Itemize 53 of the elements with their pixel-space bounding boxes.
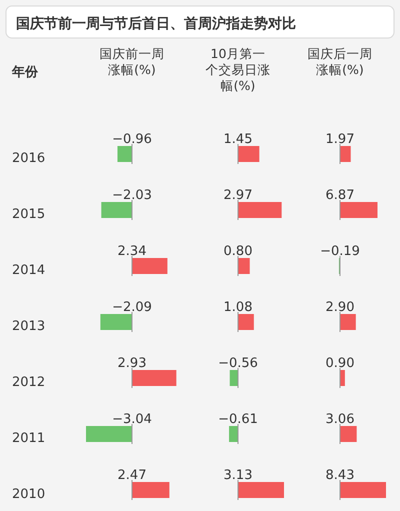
data-label: −0.61 [218,412,258,427]
bar [230,370,238,386]
y-tick-label: 2011 [12,431,46,446]
bar [100,314,132,330]
data-label: −3.04 [112,412,152,427]
data-label: 0.90 [326,356,354,371]
data-label: 2.47 [118,468,146,483]
data-label: 6.87 [326,188,354,203]
bar [238,314,254,330]
bar [238,482,284,498]
y-axis-title: 年份 [11,65,39,80]
data-label: 1.45 [224,132,252,147]
chart-subtitle: 国庆前一周涨幅(%) [100,46,164,77]
y-tick-label: 2012 [12,375,46,390]
bar [229,426,238,442]
data-label: 2.93 [118,356,146,371]
data-label: 8.43 [326,468,354,483]
data-label: −0.96 [112,132,152,147]
bar [238,146,260,162]
bar [132,482,170,498]
chart-subtitle: 国庆后一周涨幅(%) [308,46,372,77]
chart-title: 国庆节前一周与节后首日、首周沪指走势对比 [16,15,296,32]
bar [340,370,345,386]
bar [340,146,351,162]
bar [101,202,132,218]
data-label: 2.34 [118,244,146,259]
bar [238,258,250,274]
data-label: 0.80 [224,244,252,259]
bar [340,426,357,442]
y-tick-label: 2010 [12,487,46,502]
bar [238,202,282,218]
bar [340,314,356,330]
bar [340,202,378,218]
chart-subtitle: 10月第一个交易日涨幅(%) [206,46,270,93]
data-label: 2.90 [326,300,354,315]
data-label: −2.09 [112,300,152,315]
y-tick-label: 2015 [12,207,46,222]
y-tick-label: 2014 [12,263,46,278]
data-label: −0.56 [218,356,258,371]
bar [340,482,386,498]
bar [132,258,168,274]
y-tick-label: 2013 [12,319,46,334]
y-tick-label: 2016 [12,151,46,166]
bar [86,426,132,442]
bar [117,146,132,162]
data-label: 1.08 [224,300,252,315]
data-label: 3.06 [326,412,354,427]
data-label: 2.97 [224,188,252,203]
data-label: 3.13 [224,468,252,483]
bar [132,370,176,386]
data-label: −2.03 [112,188,152,203]
data-label: −0.19 [320,244,360,259]
data-label: 1.97 [326,132,354,147]
